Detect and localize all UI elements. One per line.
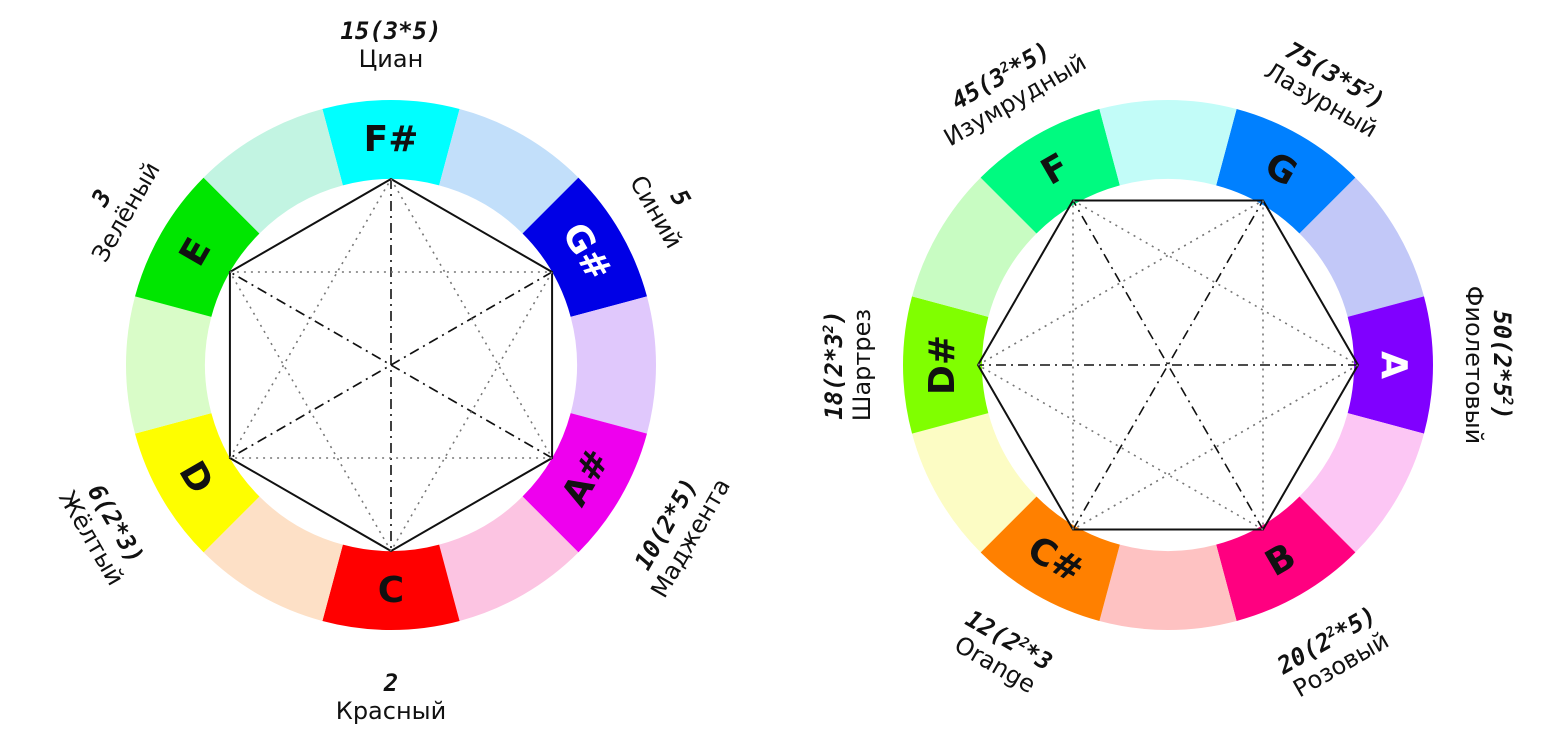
star-line-dotted <box>390 178 553 459</box>
segment-g <box>1216 109 1356 234</box>
segment-d <box>135 413 260 553</box>
segment-blend <box>1099 100 1237 186</box>
star-line-dotted <box>977 364 1264 531</box>
number-label: 50(2*52) <box>1488 310 1516 420</box>
diagonal-dashdot <box>1072 200 1264 530</box>
number-label: 15(3*5) <box>340 17 441 45</box>
segment-blend <box>570 296 656 434</box>
note-label-c: C <box>378 570 404 611</box>
wheel-label: 12(22*3Orange <box>947 604 1057 700</box>
segment-g-sharp <box>522 177 647 317</box>
exponent: 2 <box>821 325 837 334</box>
star-line-dotted <box>977 199 1264 366</box>
wheel-label: 3Зелёный <box>62 143 166 267</box>
segment-blend <box>203 109 343 234</box>
segment-a-sharp <box>522 413 647 553</box>
segment-f <box>980 109 1120 234</box>
segment-blend <box>439 109 579 234</box>
color-name-label: Синий <box>624 171 688 254</box>
wheel-label: 10(2*5)Маджента <box>621 460 736 603</box>
segment-blend <box>126 296 212 434</box>
exponent: 2 <box>1499 396 1515 405</box>
color-name-label: Фиолетовый <box>1460 286 1488 444</box>
star-line-dotted <box>1072 364 1359 531</box>
segment-blend <box>912 177 1037 317</box>
segment-c-sharp <box>980 496 1120 621</box>
note-label-f-sharp: F# <box>364 119 419 160</box>
segment-blend <box>439 496 579 621</box>
wheel-label: 18(2*32)Шартрез <box>820 309 876 421</box>
number-label: 2 <box>383 669 398 697</box>
color-name-label: Красный <box>336 697 446 725</box>
note-label-d-sharp: D# <box>922 335 963 395</box>
diagonal-dashdot <box>229 271 553 459</box>
star-line-dotted <box>1072 199 1359 366</box>
color-name-label: Циан <box>359 45 424 73</box>
wheel-label: 5Синий <box>624 157 712 254</box>
diagonal-dashdot <box>1072 200 1264 530</box>
color-name-label: Шартрез <box>848 309 876 421</box>
star-line-dotted <box>229 271 392 552</box>
segment-e <box>135 177 260 317</box>
wheel-label: 50(2*52)Фиолетовый <box>1460 286 1516 444</box>
number-label: 18(2*32) <box>820 310 848 420</box>
segment-blend <box>1099 544 1237 630</box>
wheel-label: 15(3*5) Циан <box>340 17 441 73</box>
segment-a <box>1347 296 1433 434</box>
segment-c <box>322 544 460 630</box>
diagonal-dashdot <box>229 271 553 459</box>
segment-blend <box>912 413 1037 553</box>
segment-d-sharp <box>903 296 989 434</box>
wheel-label: 2 Красный <box>336 669 446 725</box>
wheel-label: 6(2*3)Жёлтый <box>53 472 154 590</box>
note-label-a: A <box>1373 351 1414 379</box>
segment-blend <box>1299 177 1424 317</box>
star-line-dotted <box>229 178 392 459</box>
segment-b <box>1216 496 1356 621</box>
segment-f-sharp <box>322 100 460 186</box>
wheel-label: 20(22*5)Розовый <box>1272 601 1396 705</box>
star-line-dotted <box>390 271 553 552</box>
segment-blend <box>1299 413 1424 553</box>
segment-blend <box>203 496 343 621</box>
